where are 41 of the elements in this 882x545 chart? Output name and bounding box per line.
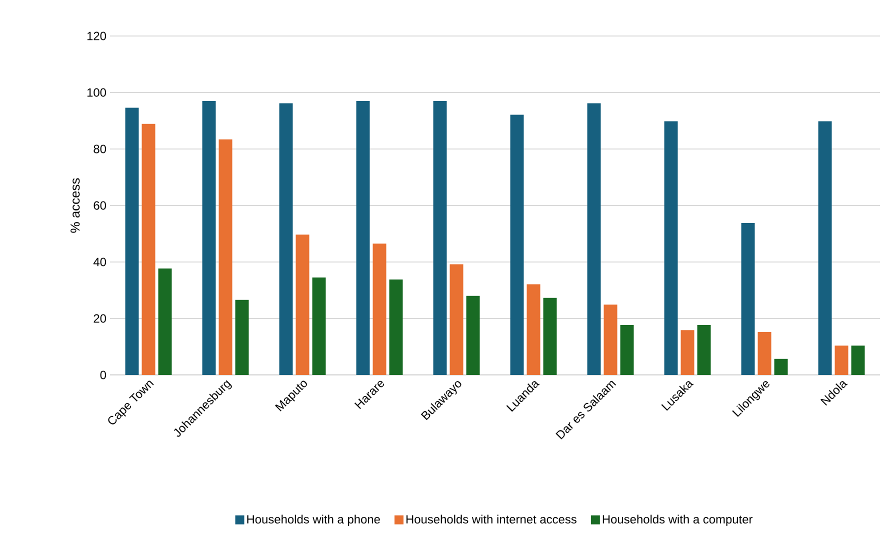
y-tick-label: 100 — [87, 88, 106, 97]
bar — [450, 264, 464, 375]
y-axis-title: % access — [70, 178, 80, 233]
y-tick-label: 0 — [100, 370, 106, 380]
bar — [664, 121, 678, 375]
y-tick-label: 40 — [93, 258, 106, 266]
bar — [697, 324, 711, 375]
bar — [279, 103, 293, 375]
bar — [526, 284, 540, 375]
legend-label: Households with a computer — [602, 514, 753, 526]
bar — [235, 300, 249, 375]
legend-label: Households with a phone — [247, 514, 380, 526]
bar — [680, 330, 694, 375]
bar — [312, 278, 326, 375]
y-tick-label: 60 — [94, 201, 106, 210]
bar — [158, 268, 172, 375]
bar — [587, 103, 601, 375]
bar — [620, 324, 634, 375]
bar — [389, 280, 403, 375]
bar — [851, 346, 865, 375]
bar — [356, 100, 370, 375]
y-tick-label: 120 — [87, 32, 106, 40]
bar — [372, 244, 386, 375]
bar — [142, 124, 156, 375]
bar — [510, 114, 524, 375]
bar — [218, 139, 232, 375]
bar — [834, 346, 848, 375]
bar — [202, 100, 216, 375]
bar — [758, 332, 772, 375]
bar — [125, 108, 139, 375]
bar — [818, 121, 832, 375]
bar — [466, 296, 480, 375]
bar — [543, 298, 557, 375]
y-tick-label: 20 — [94, 314, 106, 323]
bar — [296, 234, 310, 375]
y-tick-label: 80 — [94, 144, 106, 154]
bar — [433, 100, 447, 375]
legend-label: Households with internet access — [406, 514, 576, 524]
bar — [774, 358, 788, 375]
bar — [604, 304, 618, 375]
bar — [741, 223, 755, 375]
